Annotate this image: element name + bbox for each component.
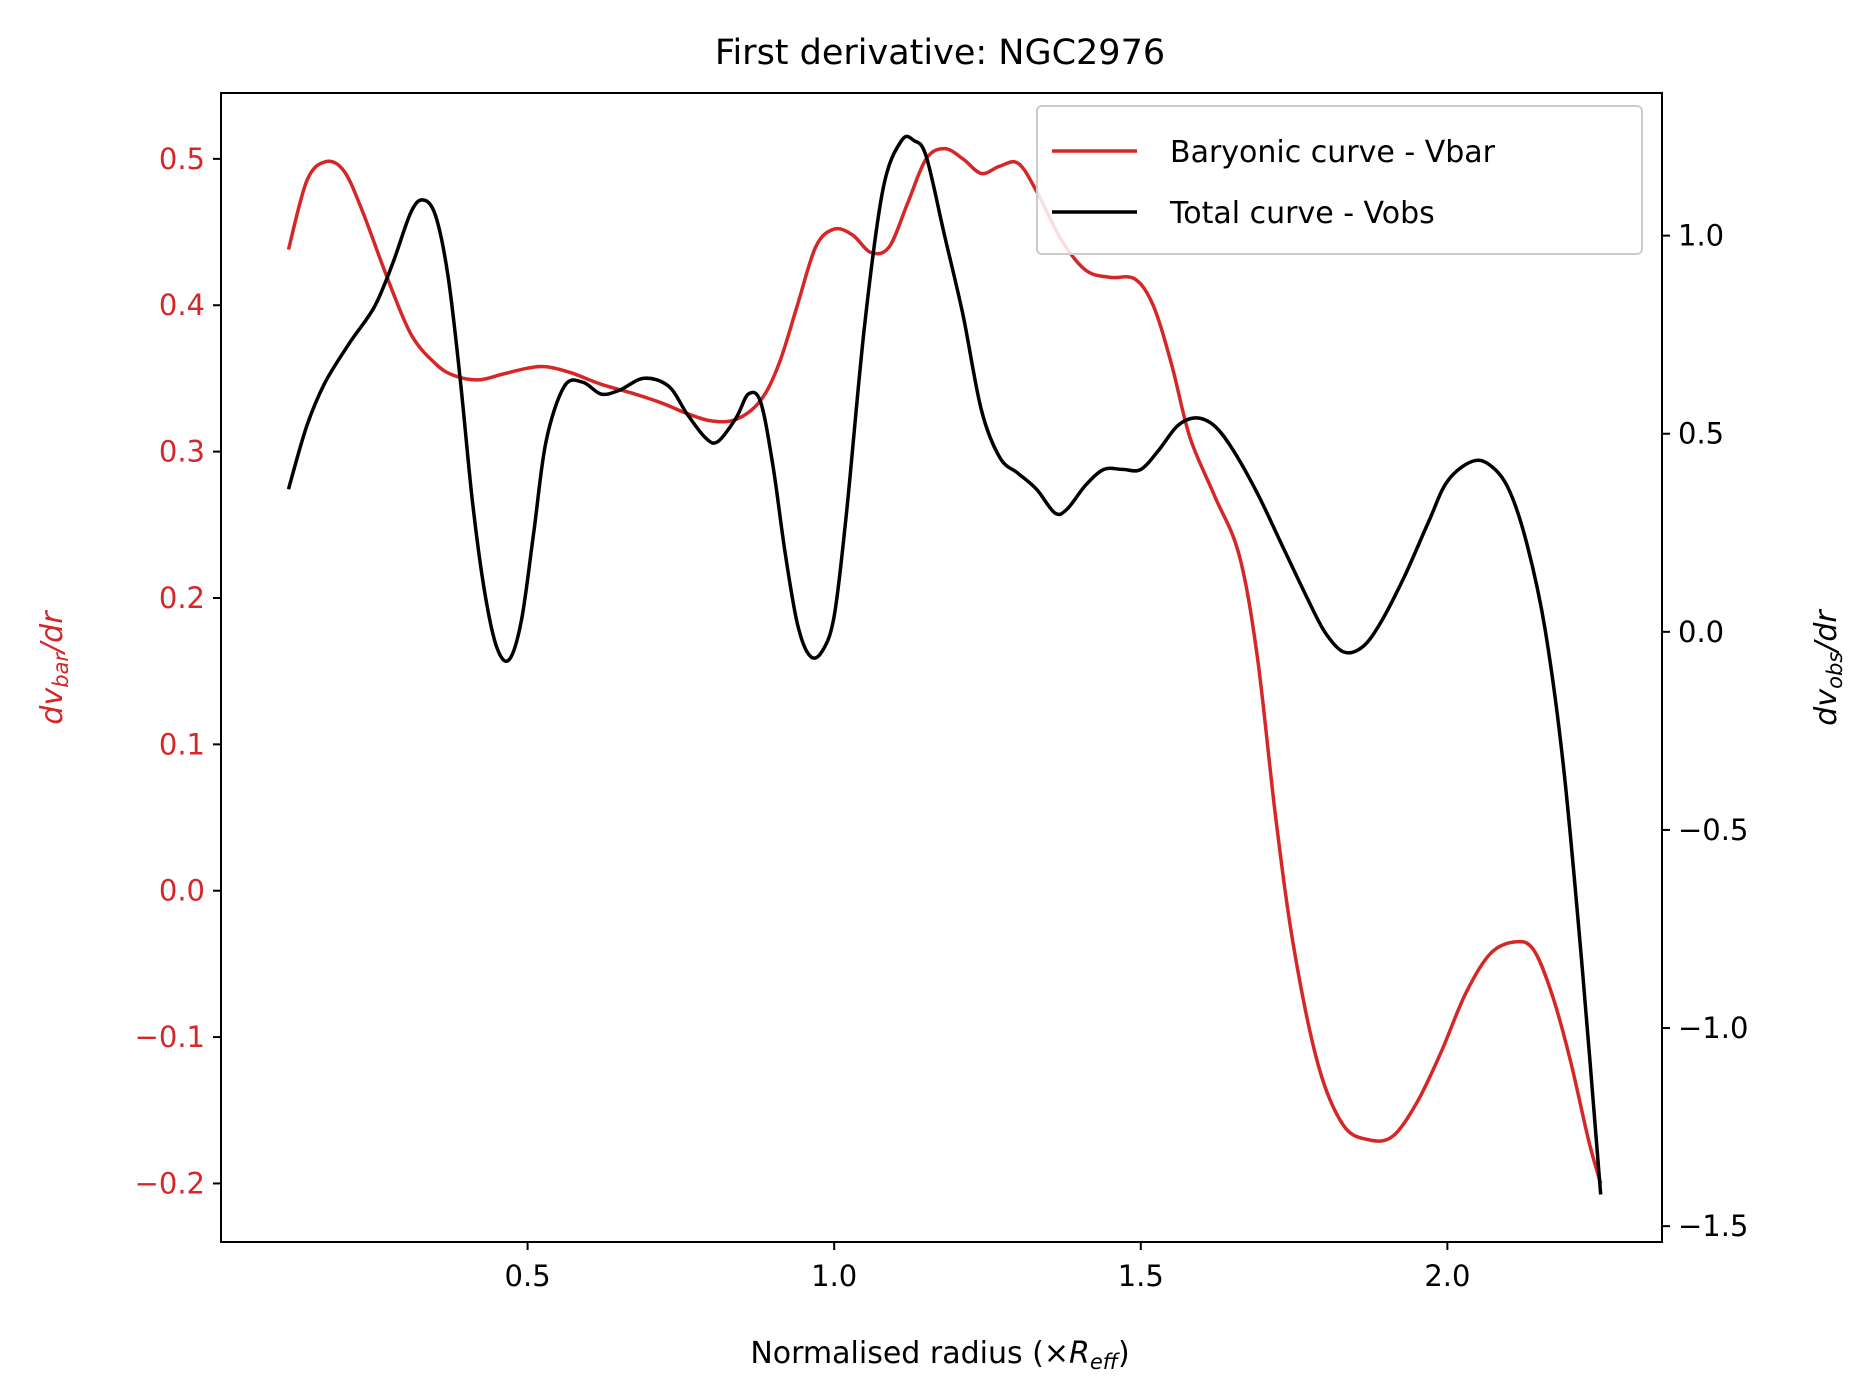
left-axis-ticks: −0.2 −0.1 0.0 0.1 0.2 0.3 0.4 0.5 <box>135 142 221 1200</box>
left-tick-label: 0.1 <box>159 727 205 761</box>
legend: Baryonic curve - Vbar Total curve - Vobs <box>1036 105 1643 255</box>
x-axis-title: Normalised radius (×Reff) <box>750 1336 1129 1374</box>
legend-label-vbar: Baryonic curve - Vbar <box>1170 135 1496 170</box>
left-tick-label: −0.1 <box>135 1020 205 1054</box>
right-tick-label: −0.5 <box>1678 813 1748 847</box>
series-layer <box>286 134 1603 1195</box>
left-tick-label: 0.0 <box>159 874 205 908</box>
x-tick-label: 1.5 <box>1118 1259 1164 1293</box>
x-tick-label: 1.0 <box>811 1259 857 1293</box>
right-tick-label: 0.5 <box>1678 417 1724 451</box>
right-tick-label: −1.0 <box>1678 1011 1748 1045</box>
left-tick-label: 0.5 <box>159 142 205 176</box>
legend-box <box>1036 105 1643 255</box>
right-axis-title: dvobs/dr <box>1809 609 1847 726</box>
series-line-vobs <box>286 134 1603 1195</box>
left-axis-title: dvbar/dr <box>35 610 73 725</box>
left-tick-label: 0.4 <box>159 288 205 322</box>
legend-label-vobs: Total curve - Vobs <box>1169 196 1435 231</box>
right-tick-label: 0.0 <box>1678 615 1724 649</box>
series-line-vbar <box>286 146 1603 1184</box>
x-tick-label: 0.5 <box>505 1259 551 1293</box>
left-tick-label: 0.3 <box>159 435 205 469</box>
plot-frame <box>220 92 1663 1243</box>
x-tick-label: 2.0 <box>1424 1259 1470 1293</box>
left-tick-label: 0.2 <box>159 581 205 615</box>
right-tick-label: −1.5 <box>1678 1209 1748 1243</box>
chart-title: First derivative: NGC2976 <box>715 33 1165 73</box>
x-axis-ticks: 0.5 1.0 1.5 2.0 <box>505 1242 1470 1293</box>
left-tick-label: −0.2 <box>135 1166 205 1200</box>
right-axis-ticks: −1.5 −1.0 −0.5 0.0 0.5 1.0 <box>1662 219 1748 1243</box>
right-tick-label: 1.0 <box>1678 219 1724 253</box>
